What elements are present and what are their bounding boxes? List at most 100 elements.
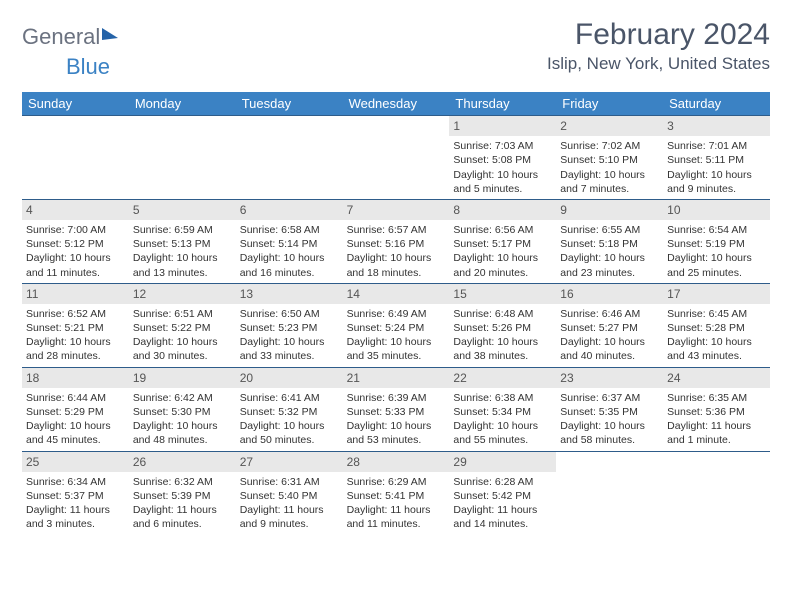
sunrise-text: Sunrise: 6:41 AM <box>240 391 339 405</box>
sunset-text: Sunset: 5:27 PM <box>560 321 659 335</box>
day-number: 6 <box>236 200 343 220</box>
day-content: Sunrise: 6:29 AMSunset: 5:41 PMDaylight:… <box>343 472 450 535</box>
sunset-text: Sunset: 5:41 PM <box>347 489 446 503</box>
week-row: 25Sunrise: 6:34 AMSunset: 5:37 PMDayligh… <box>22 451 770 535</box>
weekday-header: Tuesday <box>236 92 343 115</box>
sunset-text: Sunset: 5:34 PM <box>453 405 552 419</box>
day-cell: 1Sunrise: 7:03 AMSunset: 5:08 PMDaylight… <box>449 116 556 199</box>
day-number: 9 <box>556 200 663 220</box>
sunset-text: Sunset: 5:37 PM <box>26 489 125 503</box>
daylight-text: Daylight: 10 hours and 25 minutes. <box>667 251 766 279</box>
day-number: 23 <box>556 368 663 388</box>
daylight-text: Daylight: 10 hours and 45 minutes. <box>26 419 125 447</box>
sunset-text: Sunset: 5:28 PM <box>667 321 766 335</box>
day-content: Sunrise: 7:00 AMSunset: 5:12 PMDaylight:… <box>22 220 129 283</box>
day-number: 26 <box>129 452 236 472</box>
weekday-header: Monday <box>129 92 236 115</box>
day-number: 22 <box>449 368 556 388</box>
sunset-text: Sunset: 5:10 PM <box>560 153 659 167</box>
day-cell: 20Sunrise: 6:41 AMSunset: 5:32 PMDayligh… <box>236 368 343 451</box>
daylight-text: Daylight: 10 hours and 38 minutes. <box>453 335 552 363</box>
day-number: 1 <box>449 116 556 136</box>
day-cell: 4Sunrise: 7:00 AMSunset: 5:12 PMDaylight… <box>22 200 129 283</box>
month-title: February 2024 <box>547 18 770 52</box>
sunset-text: Sunset: 5:17 PM <box>453 237 552 251</box>
daylight-text: Daylight: 10 hours and 18 minutes. <box>347 251 446 279</box>
day-cell: 8Sunrise: 6:56 AMSunset: 5:17 PMDaylight… <box>449 200 556 283</box>
daylight-text: Daylight: 10 hours and 28 minutes. <box>26 335 125 363</box>
daylight-text: Daylight: 11 hours and 11 minutes. <box>347 503 446 531</box>
empty-day-cell <box>129 116 236 199</box>
day-cell: 17Sunrise: 6:45 AMSunset: 5:28 PMDayligh… <box>663 284 770 367</box>
day-number: 16 <box>556 284 663 304</box>
day-cell: 27Sunrise: 6:31 AMSunset: 5:40 PMDayligh… <box>236 452 343 535</box>
sunrise-text: Sunrise: 6:28 AM <box>453 475 552 489</box>
day-cell: 18Sunrise: 6:44 AMSunset: 5:29 PMDayligh… <box>22 368 129 451</box>
day-cell: 9Sunrise: 6:55 AMSunset: 5:18 PMDaylight… <box>556 200 663 283</box>
day-number: 20 <box>236 368 343 388</box>
day-content: Sunrise: 6:44 AMSunset: 5:29 PMDaylight:… <box>22 388 129 451</box>
day-content: Sunrise: 6:48 AMSunset: 5:26 PMDaylight:… <box>449 304 556 367</box>
day-number: 11 <box>22 284 129 304</box>
day-content: Sunrise: 7:03 AMSunset: 5:08 PMDaylight:… <box>449 136 556 199</box>
daylight-text: Daylight: 10 hours and 13 minutes. <box>133 251 232 279</box>
day-number: 12 <box>129 284 236 304</box>
weekday-header-row: SundayMondayTuesdayWednesdayThursdayFrid… <box>22 92 770 115</box>
weekday-header: Friday <box>556 92 663 115</box>
day-cell: 16Sunrise: 6:46 AMSunset: 5:27 PMDayligh… <box>556 284 663 367</box>
empty-day-cell <box>343 116 450 199</box>
weekday-header: Thursday <box>449 92 556 115</box>
sunset-text: Sunset: 5:19 PM <box>667 237 766 251</box>
sunset-text: Sunset: 5:23 PM <box>240 321 339 335</box>
sunrise-text: Sunrise: 7:03 AM <box>453 139 552 153</box>
day-content: Sunrise: 7:01 AMSunset: 5:11 PMDaylight:… <box>663 136 770 199</box>
weekday-header: Sunday <box>22 92 129 115</box>
day-number: 28 <box>343 452 450 472</box>
weeks-container: 1Sunrise: 7:03 AMSunset: 5:08 PMDaylight… <box>22 115 770 534</box>
sunrise-text: Sunrise: 6:44 AM <box>26 391 125 405</box>
day-number: 7 <box>343 200 450 220</box>
sunrise-text: Sunrise: 6:54 AM <box>667 223 766 237</box>
day-number: 29 <box>449 452 556 472</box>
sunset-text: Sunset: 5:29 PM <box>26 405 125 419</box>
sunset-text: Sunset: 5:30 PM <box>133 405 232 419</box>
sunrise-text: Sunrise: 7:01 AM <box>667 139 766 153</box>
day-cell: 11Sunrise: 6:52 AMSunset: 5:21 PMDayligh… <box>22 284 129 367</box>
sunrise-text: Sunrise: 6:42 AM <box>133 391 232 405</box>
day-number: 8 <box>449 200 556 220</box>
logo-triangle-icon <box>102 28 118 40</box>
weekday-header: Saturday <box>663 92 770 115</box>
daylight-text: Daylight: 10 hours and 43 minutes. <box>667 335 766 363</box>
sunrise-text: Sunrise: 6:50 AM <box>240 307 339 321</box>
day-number: 19 <box>129 368 236 388</box>
day-cell: 23Sunrise: 6:37 AMSunset: 5:35 PMDayligh… <box>556 368 663 451</box>
day-content: Sunrise: 6:28 AMSunset: 5:42 PMDaylight:… <box>449 472 556 535</box>
sunrise-text: Sunrise: 6:46 AM <box>560 307 659 321</box>
sunrise-text: Sunrise: 6:48 AM <box>453 307 552 321</box>
day-content: Sunrise: 6:46 AMSunset: 5:27 PMDaylight:… <box>556 304 663 367</box>
day-content: Sunrise: 6:54 AMSunset: 5:19 PMDaylight:… <box>663 220 770 283</box>
day-cell: 13Sunrise: 6:50 AMSunset: 5:23 PMDayligh… <box>236 284 343 367</box>
day-number: 21 <box>343 368 450 388</box>
sunrise-text: Sunrise: 6:58 AM <box>240 223 339 237</box>
calendar: SundayMondayTuesdayWednesdayThursdayFrid… <box>22 92 770 534</box>
day-content: Sunrise: 6:52 AMSunset: 5:21 PMDaylight:… <box>22 304 129 367</box>
sunset-text: Sunset: 5:33 PM <box>347 405 446 419</box>
day-cell: 10Sunrise: 6:54 AMSunset: 5:19 PMDayligh… <box>663 200 770 283</box>
sunset-text: Sunset: 5:26 PM <box>453 321 552 335</box>
day-number: 15 <box>449 284 556 304</box>
sunrise-text: Sunrise: 6:52 AM <box>26 307 125 321</box>
daylight-text: Daylight: 11 hours and 1 minute. <box>667 419 766 447</box>
daylight-text: Daylight: 10 hours and 35 minutes. <box>347 335 446 363</box>
day-content: Sunrise: 6:58 AMSunset: 5:14 PMDaylight:… <box>236 220 343 283</box>
daylight-text: Daylight: 10 hours and 55 minutes. <box>453 419 552 447</box>
sunrise-text: Sunrise: 6:35 AM <box>667 391 766 405</box>
sunrise-text: Sunrise: 6:51 AM <box>133 307 232 321</box>
sunset-text: Sunset: 5:39 PM <box>133 489 232 503</box>
empty-day-cell <box>556 452 663 535</box>
day-content: Sunrise: 6:35 AMSunset: 5:36 PMDaylight:… <box>663 388 770 451</box>
day-number: 14 <box>343 284 450 304</box>
sunset-text: Sunset: 5:21 PM <box>26 321 125 335</box>
day-content: Sunrise: 6:42 AMSunset: 5:30 PMDaylight:… <box>129 388 236 451</box>
day-number: 2 <box>556 116 663 136</box>
